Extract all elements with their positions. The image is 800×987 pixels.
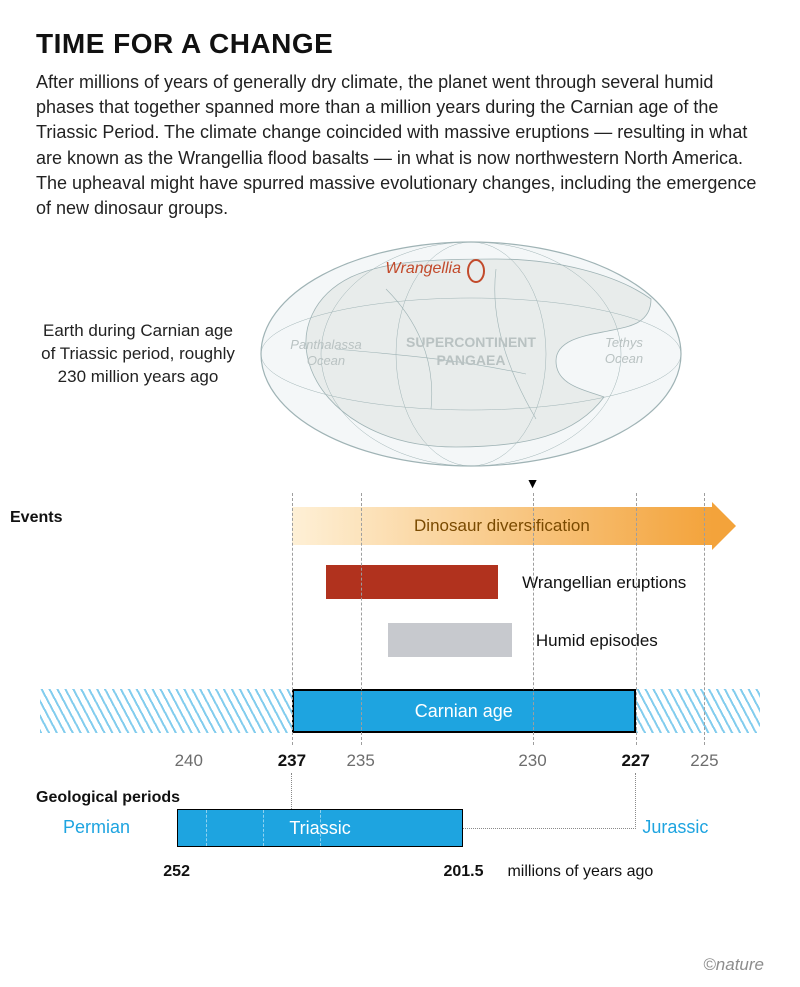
svg-text:PANGAEA: PANGAEA (437, 352, 506, 368)
credit: ©nature (703, 955, 764, 975)
gridline (533, 493, 534, 745)
globe-caption: Earth during Carnian age of Triassic per… (36, 320, 256, 389)
axis-tick: 225 (690, 751, 718, 771)
geo-axis-tick: 252 (163, 863, 190, 881)
carnian-age-box: Carnian age (292, 689, 636, 733)
jurassic-label: Jurassic (642, 817, 708, 838)
svg-text:Tethys: Tethys (605, 335, 643, 350)
marker-row: ▼ (36, 475, 764, 493)
wrangellian-eruptions-label: Wrangellian eruptions (522, 573, 686, 593)
axis-tick: 240 (175, 751, 203, 771)
svg-text:Ocean: Ocean (605, 351, 643, 366)
carnian-age-label: Carnian age (415, 701, 513, 722)
axis-tick: 227 (621, 751, 649, 771)
geological-unit-label: millions of years ago (507, 863, 653, 881)
geo-axis-tick: 201.5 (443, 863, 483, 881)
dinosaur-arrowhead (712, 502, 736, 550)
globe-row: Earth during Carnian age of Triassic per… (36, 239, 764, 469)
page-title: TIME FOR A CHANGE (36, 28, 764, 60)
globe: Wrangellia SUPERCONTINENT PANGAEA Pantha… (256, 239, 686, 469)
triassic-box: Triassic (177, 809, 464, 847)
gridline (636, 493, 637, 745)
dinosaur-diversification-label: Dinosaur diversification (414, 516, 590, 536)
triassic-subdivision-line (263, 810, 264, 846)
events-plot: Dinosaur diversification Wrangellian eru… (36, 493, 764, 745)
gridline (704, 493, 705, 745)
humid-episodes-label: Humid episodes (536, 631, 658, 651)
page-subtitle: After millions of years of generally dry… (36, 70, 764, 221)
wrangellian-eruptions-bar (326, 565, 498, 599)
svg-text:SUPERCONTINENT: SUPERCONTINENT (406, 334, 536, 350)
axis-tick: 230 (518, 751, 546, 771)
axis-tick: 235 (346, 751, 374, 771)
marker-triangle: ▼ (526, 475, 540, 491)
triassic-subdivision-line (320, 810, 321, 846)
axis-tick: 237 (278, 751, 306, 771)
geological-strip: Permian Triassic Jurassic (36, 809, 764, 859)
dinosaur-diversification-bar: Dinosaur diversification (292, 507, 712, 545)
gridline (361, 493, 362, 745)
svg-text:Wrangellia: Wrangellia (385, 260, 461, 277)
timeline-area: ▼ Events Dinosaur diversification Wrange… (36, 475, 764, 887)
permian-label: Permian (63, 817, 130, 838)
svg-text:Panthalassa: Panthalassa (290, 337, 362, 352)
gridline (292, 493, 293, 745)
triassic-subdivision-line (206, 810, 207, 846)
svg-text:Ocean: Ocean (307, 353, 345, 368)
humid-episodes-bar (388, 623, 512, 657)
carnian-band: Carnian age (40, 689, 760, 733)
geological-axis-ticks: millions of years ago 252 201.5 (36, 859, 764, 887)
